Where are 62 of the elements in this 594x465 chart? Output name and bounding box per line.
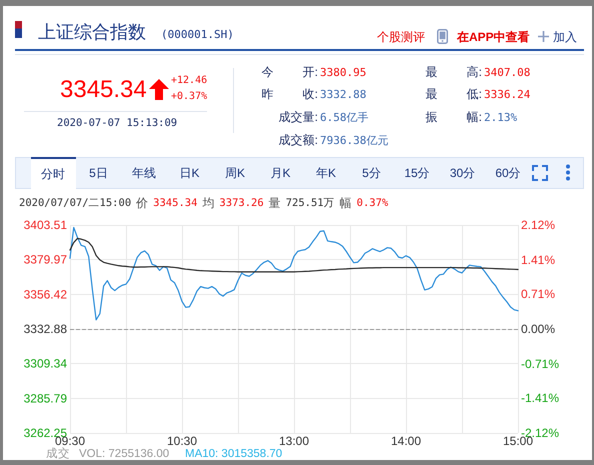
x-tick-label: 10:30	[166, 434, 198, 448]
tab[interactable]: 60分	[486, 157, 530, 189]
text: MA10: 3015358.70	[185, 448, 282, 460]
tab[interactable]: 15分	[394, 157, 440, 189]
text: 均	[202, 196, 214, 210]
y2-tick-label: 1.41%	[521, 252, 556, 267]
y-tick-label: 3332.88	[24, 322, 68, 336]
y2-tick-label: -0.71%	[521, 356, 560, 371]
y2-tick-label: -1.41%	[521, 391, 560, 406]
y2-tick-label: 0.00%	[521, 322, 556, 336]
y2-tick-label: 0.71%	[521, 287, 556, 302]
text: 3345.34	[60, 76, 147, 103]
text: 3407.08	[484, 66, 530, 78]
text: 6.58亿手	[320, 110, 368, 124]
text: 成交额:	[278, 133, 318, 147]
y-tick-label: 3285.79	[24, 391, 68, 406]
y-tick-label: 3356.42	[24, 287, 68, 302]
text: 振 幅:	[425, 110, 482, 124]
tab[interactable]: 日K	[167, 157, 212, 189]
text: 7936.38亿元	[320, 134, 388, 146]
text: 幅	[340, 196, 352, 210]
tab[interactable]: 分时	[30, 157, 76, 190]
y-tick-label: 3403.51	[24, 218, 68, 232]
text: 加入	[553, 30, 577, 44]
text: 最 高:	[425, 65, 482, 79]
tab[interactable]: 年线	[122, 157, 166, 189]
text: 今 开:	[261, 65, 318, 79]
text: 0.37%	[356, 196, 388, 209]
line-series	[69, 238, 519, 272]
tab[interactable]: 5日	[76, 157, 121, 189]
text: 2020/07/07/二15:00	[19, 196, 132, 209]
text: 3336.24	[484, 88, 530, 100]
text: 3345.34	[153, 196, 198, 209]
text: 最 低:	[425, 87, 482, 101]
text: 725.51万	[286, 196, 335, 209]
tab[interactable]: 周K	[212, 157, 258, 189]
text: 成交	[46, 448, 70, 460]
y2-tick-label: 2.12%	[521, 218, 556, 232]
text: +0.37%	[171, 91, 208, 102]
text: 3373.26	[219, 196, 264, 209]
text: 2.13%	[484, 110, 518, 124]
y-tick-label: 3309.34	[24, 356, 68, 371]
text: 个股测评	[377, 30, 425, 44]
tab[interactable]: 5分	[349, 157, 394, 189]
text: +12.46	[171, 75, 208, 86]
text: 价	[136, 196, 148, 210]
y-tick-label: 3379.97	[24, 252, 68, 267]
x-tick-label: 13:00	[278, 434, 310, 448]
text: 3332.88	[320, 88, 366, 100]
text: 在APP中查看	[457, 30, 530, 44]
chart-subtitle: (000001.SH)	[161, 28, 234, 40]
tab[interactable]: 年K	[304, 157, 348, 189]
text: 3380.95	[320, 66, 366, 78]
chart-title: 上证综合指数	[38, 22, 146, 42]
text: 2020-07-07 15:13:09	[57, 116, 178, 129]
text: 成交量:	[278, 110, 318, 124]
text: 昨 收:	[261, 87, 318, 101]
tab[interactable]: 月K	[258, 157, 303, 189]
text: 量	[268, 196, 281, 210]
text: VOL: 7255136.00	[79, 448, 170, 460]
x-tick-label: 14:00	[390, 434, 422, 448]
tab[interactable]: 30分	[440, 157, 485, 189]
